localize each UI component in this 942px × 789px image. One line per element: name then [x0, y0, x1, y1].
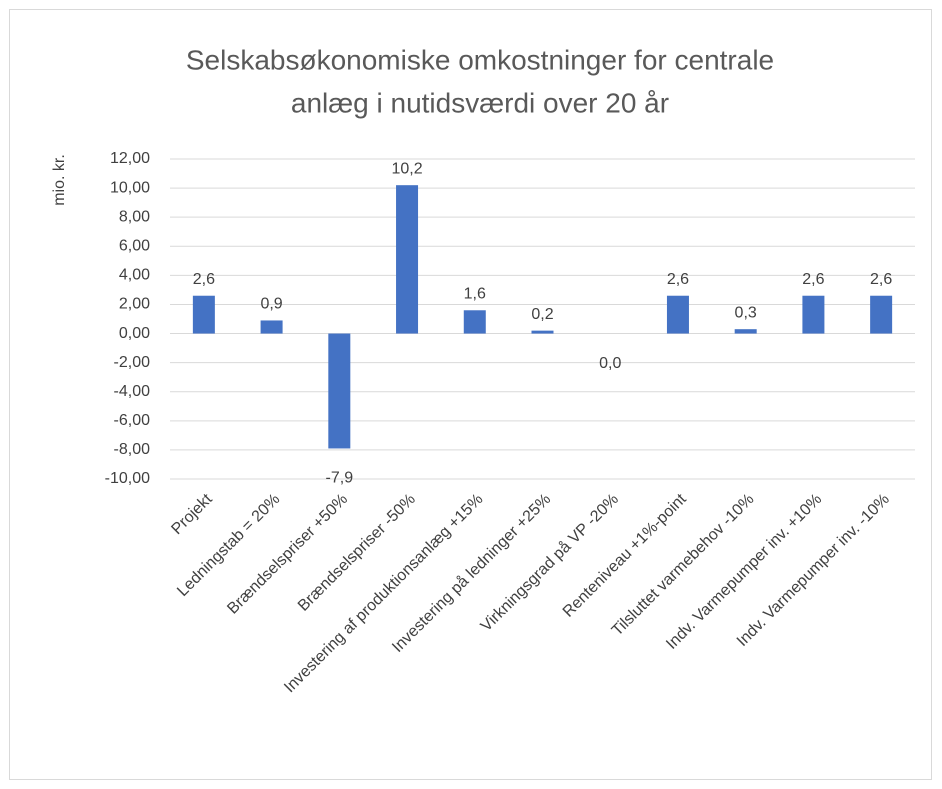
y-tick-label: 6,00: [119, 237, 150, 254]
bar: [260, 320, 283, 334]
y-tick-label: 10,00: [110, 179, 150, 196]
y-tick-label: -2,00: [114, 354, 151, 371]
data-label: 2,6: [802, 271, 824, 288]
y-tick-label: 4,00: [119, 267, 150, 284]
chart-title: Selskabsøkonomiske omkostninger for cent…: [186, 44, 774, 75]
y-tick-label: 12,00: [110, 150, 150, 167]
y-tick-label: -4,00: [114, 383, 151, 400]
y-tick-label: 0,00: [119, 325, 150, 342]
data-label: 0,0: [599, 355, 621, 372]
bar: [396, 185, 419, 334]
data-label: 1,6: [464, 285, 486, 302]
bar: [802, 295, 825, 334]
data-label: 2,6: [193, 271, 215, 288]
bar: [192, 295, 215, 334]
y-tick-label: -10,00: [105, 470, 150, 487]
bar: [870, 295, 893, 334]
data-label: 2,6: [667, 271, 689, 288]
bar: [666, 295, 689, 334]
y-axis-label: mio. kr.: [51, 154, 68, 206]
y-tick-label: -8,00: [114, 441, 151, 458]
y-tick-label: 2,00: [119, 296, 150, 313]
y-tick-label: 8,00: [119, 208, 150, 225]
data-label: 0,9: [260, 296, 282, 313]
data-label: 0,3: [735, 304, 757, 321]
data-label: 0,2: [531, 306, 553, 323]
bar: [463, 310, 486, 334]
data-label: 2,6: [870, 271, 892, 288]
data-label: -7,9: [326, 470, 354, 487]
bar: [531, 330, 554, 334]
bar: [328, 333, 351, 449]
y-tick-label: -6,00: [114, 412, 151, 429]
bar: [734, 329, 757, 334]
data-label: 10,2: [391, 160, 422, 177]
chart-frame: [9, 9, 932, 780]
chart-title: anlæg i nutidsværdi over 20 år: [291, 87, 669, 118]
